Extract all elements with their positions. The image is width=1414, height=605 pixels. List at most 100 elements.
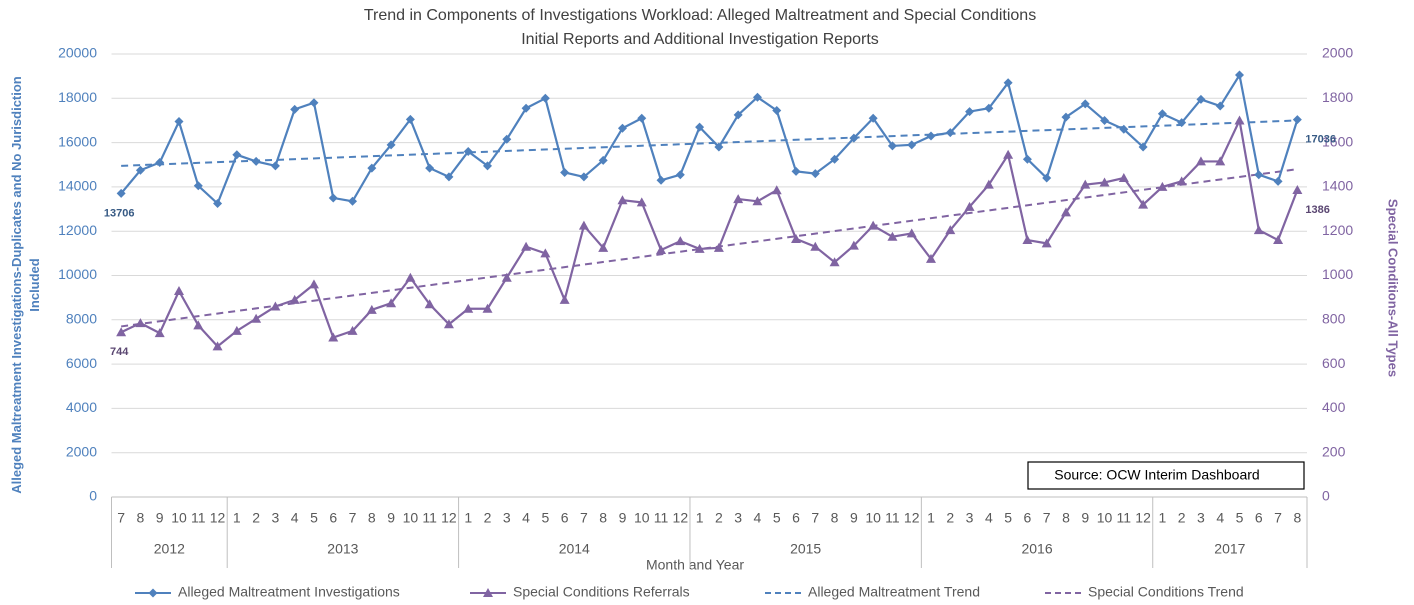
x-tick-label: 1 bbox=[233, 510, 241, 526]
point bbox=[579, 172, 589, 182]
x-tick-label: 10 bbox=[1097, 510, 1113, 526]
legend-label: Special Conditions Referrals bbox=[513, 584, 690, 600]
point bbox=[251, 156, 261, 166]
x-tick-label: 10 bbox=[634, 510, 650, 526]
point bbox=[984, 103, 994, 113]
y2-tick-label: 600 bbox=[1322, 355, 1346, 371]
point bbox=[1099, 177, 1110, 187]
point bbox=[328, 332, 339, 342]
point bbox=[231, 325, 242, 335]
x-tick-label: 12 bbox=[441, 510, 457, 526]
x-tick-label: 6 bbox=[792, 510, 800, 526]
point bbox=[1157, 109, 1167, 119]
x-tick-label: 2 bbox=[1178, 510, 1186, 526]
x-tick-label: 4 bbox=[291, 510, 299, 526]
x-tick-label: 2 bbox=[715, 510, 723, 526]
point bbox=[1273, 235, 1284, 245]
y-tick-label: 4000 bbox=[66, 399, 97, 415]
point bbox=[289, 294, 300, 304]
point bbox=[483, 161, 493, 171]
x-tick-label: 11 bbox=[885, 510, 900, 526]
series-line bbox=[120, 72, 1299, 206]
x-axis-label: Month and Year bbox=[646, 557, 744, 573]
x-tick-label: 10 bbox=[403, 510, 419, 526]
legend-marker bbox=[148, 588, 158, 598]
y-tick-label: 12000 bbox=[58, 222, 97, 238]
point bbox=[116, 327, 127, 337]
point bbox=[675, 170, 685, 180]
x-tick-label: 9 bbox=[1081, 510, 1089, 526]
x-tick-label: 8 bbox=[599, 510, 607, 526]
x-tick-label: 7 bbox=[117, 510, 125, 526]
point bbox=[964, 201, 975, 211]
point bbox=[347, 325, 358, 335]
x-tick-label: 8 bbox=[1062, 510, 1070, 526]
x-tick-label: 10 bbox=[171, 510, 187, 526]
x-group-label: 2016 bbox=[1021, 541, 1052, 557]
x-tick-label: 3 bbox=[966, 510, 974, 526]
y-tick-label: 6000 bbox=[66, 355, 97, 371]
y-axis-label: Alleged Maltreatment Investigations-Dupl… bbox=[9, 76, 42, 494]
point bbox=[1253, 225, 1264, 235]
point bbox=[1235, 70, 1245, 80]
point bbox=[868, 113, 878, 123]
x-tick-label: 1 bbox=[1158, 510, 1166, 526]
point bbox=[772, 105, 782, 115]
point bbox=[444, 172, 454, 182]
point bbox=[348, 196, 358, 206]
point bbox=[791, 233, 802, 243]
point bbox=[521, 103, 531, 113]
point bbox=[251, 313, 262, 323]
x-tick-label: 6 bbox=[1255, 510, 1263, 526]
x-tick-label: 3 bbox=[1197, 510, 1205, 526]
point bbox=[212, 341, 223, 351]
point bbox=[810, 241, 821, 251]
point bbox=[1080, 99, 1090, 109]
point bbox=[887, 141, 897, 151]
point bbox=[1041, 238, 1052, 248]
x-tick-label: 12 bbox=[904, 510, 920, 526]
x-tick-label: 2 bbox=[252, 510, 260, 526]
point bbox=[290, 104, 300, 114]
point bbox=[366, 304, 377, 314]
chart-title: Trend in Components of Investigations Wo… bbox=[364, 7, 1036, 24]
point bbox=[135, 165, 145, 175]
point bbox=[193, 320, 204, 330]
point bbox=[386, 298, 397, 308]
x-tick-label: 7 bbox=[811, 510, 819, 526]
point bbox=[656, 175, 666, 185]
y2-tick-label: 2000 bbox=[1322, 45, 1353, 61]
point bbox=[443, 319, 454, 329]
point bbox=[1292, 115, 1302, 125]
x-tick-label: 2 bbox=[946, 510, 954, 526]
x-tick-label: 4 bbox=[522, 510, 530, 526]
data-label: 1386 bbox=[1305, 204, 1329, 216]
x-tick-label: 11 bbox=[654, 510, 669, 526]
x-tick-label: 8 bbox=[137, 510, 145, 526]
point bbox=[791, 166, 801, 176]
point bbox=[501, 272, 512, 282]
trend-line bbox=[121, 119, 1298, 167]
point bbox=[425, 163, 435, 173]
x-tick-label: 5 bbox=[1236, 510, 1244, 526]
point bbox=[983, 179, 994, 189]
point bbox=[367, 163, 377, 173]
y-tick-label: 8000 bbox=[66, 311, 97, 327]
point bbox=[887, 231, 898, 241]
x-tick-label: 5 bbox=[310, 510, 318, 526]
point bbox=[154, 328, 165, 338]
y2-tick-label: 400 bbox=[1322, 399, 1346, 415]
point bbox=[386, 140, 396, 150]
x-tick-label: 9 bbox=[850, 510, 858, 526]
point bbox=[424, 299, 435, 309]
point bbox=[540, 93, 550, 103]
point bbox=[1157, 181, 1168, 191]
x-tick-label: 9 bbox=[387, 510, 395, 526]
point bbox=[965, 107, 975, 117]
y-tick-label: 2000 bbox=[66, 443, 97, 459]
point bbox=[1003, 78, 1013, 88]
point bbox=[733, 110, 743, 120]
point bbox=[945, 128, 955, 138]
data-label: 17036 bbox=[1305, 134, 1336, 146]
